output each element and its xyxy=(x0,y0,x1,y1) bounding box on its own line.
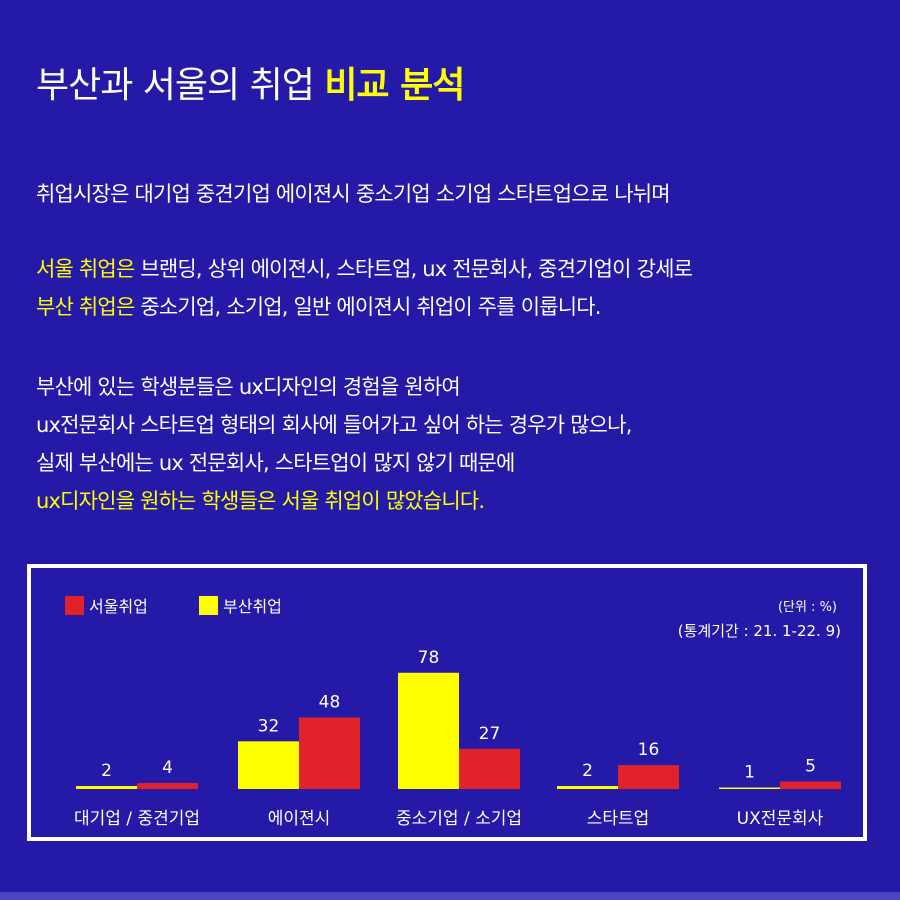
bar-chart: 서울취업 부산취업 (단위 : %) (통계기간 : 21. 1-22. 9) 2 4 대기… xyxy=(65,596,841,829)
bar xyxy=(238,741,299,789)
conclusion-line-4: ux디자인을 원하는 학생들은 서울 취업이 많았습니다. xyxy=(36,489,485,513)
data-label: 4 xyxy=(162,758,173,778)
bar xyxy=(76,786,137,789)
legend-label: 서울취업 xyxy=(89,597,148,616)
busan-highlight: 부산 취업은 xyxy=(36,295,135,319)
period-note: (통계기간 : 21. 1-22. 9) xyxy=(678,622,841,640)
title-highlight: 비교 분석 xyxy=(324,65,465,106)
unit-note: (단위 : %) xyxy=(778,600,837,615)
bar xyxy=(780,781,841,789)
category-label: 중소기업 / 소기업 xyxy=(396,809,522,829)
conclusion-line-1: 부산에 있는 학생분들은 ux디자인의 경험을 원하여 xyxy=(36,375,461,399)
data-label: 32 xyxy=(258,716,280,736)
legend-swatch xyxy=(199,596,218,615)
comparison-paragraph: 서울 취업은 브랜딩, 상위 에이젼시, 스타트업, ux 전문회사, 중견기업… xyxy=(36,250,693,326)
conclusion-line-2: ux전문회사 스타트업 형태의 회사에 들어가고 싶어 하는 경우가 많으나, xyxy=(36,413,632,437)
busan-text: 중소기업, 소기업, 일반 에이젼시 취업이 주를 이룹니다. xyxy=(134,295,601,319)
seoul-text: 브랜딩, 상위 에이젼시, 스타트업, ux 전문회사, 중견기업이 강세로 xyxy=(134,257,693,281)
category-label: 대기업 / 중견기업 xyxy=(74,809,200,829)
category-label: 스타트업 xyxy=(587,809,650,829)
chart-frame: 서울취업 부산취업 (단위 : %) (통계기간 : 21. 1-22. 9) 2 4 대기… xyxy=(27,564,867,841)
bar xyxy=(557,786,618,789)
bar xyxy=(719,787,780,789)
legend-label: 부산취업 xyxy=(223,597,282,616)
bar xyxy=(398,672,459,789)
bar xyxy=(137,783,198,789)
data-label: 16 xyxy=(638,740,660,760)
category-label: 에이젼시 xyxy=(268,809,331,829)
category-label: UX전문회사 xyxy=(737,809,824,829)
seoul-highlight: 서울 취업은 xyxy=(36,257,135,281)
bar xyxy=(299,717,360,789)
data-label: 2 xyxy=(582,761,593,781)
data-label: 1 xyxy=(744,763,755,783)
legend-swatch xyxy=(65,596,84,615)
title-main: 부산과 서울의 취업 xyxy=(36,65,315,106)
seoul-line: 서울 취업은 브랜딩, 상위 에이젼시, 스타트업, ux 전문회사, 중견기업… xyxy=(36,250,693,288)
data-label: 5 xyxy=(805,757,816,777)
bar xyxy=(618,765,679,789)
bar xyxy=(459,748,520,789)
busan-line: 부산 취업은 중소기업, 소기업, 일반 에이젼시 취업이 주를 이룹니다. xyxy=(36,288,692,326)
conclusion-paragraph: 부산에 있는 학생분들은 ux디자인의 경험을 원하여 ux전문회사 스타트업 … xyxy=(36,368,632,520)
page-title: 부산과 서울의 취업 비교 분석 xyxy=(36,56,465,108)
bottom-strip xyxy=(0,892,900,900)
data-label: 27 xyxy=(479,724,501,744)
data-label: 78 xyxy=(418,648,440,668)
data-label: 48 xyxy=(319,692,341,712)
data-label: 2 xyxy=(101,761,112,781)
intro-paragraph: 취업시장은 대기업 중견기업 에이젼시 중소기업 소기업 스타트업으로 나뉘며 xyxy=(36,182,671,206)
conclusion-line-3: 실제 부산에는 ux 전문회사, 스타트업이 많지 않기 때문에 xyxy=(36,451,515,475)
